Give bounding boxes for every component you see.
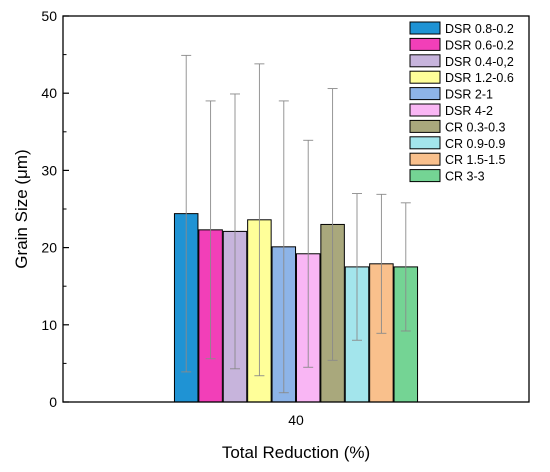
legend-item-1: DSR 0.6-0.2 <box>409 37 514 52</box>
error-bar-7 <box>352 193 362 341</box>
legend-label-9: CR 3-3 <box>445 170 485 184</box>
y-tick-label-5: 50 <box>41 8 57 24</box>
legend-item-9: CR 3-3 <box>409 169 485 184</box>
y-tick-label-2: 20 <box>41 240 57 256</box>
x-tick-label-0: 40 <box>288 412 304 428</box>
legend-swatch-9 <box>409 169 441 183</box>
legend-swatch-7 <box>409 136 441 150</box>
x-axis-title: Total Reduction (%) <box>222 443 370 462</box>
error-bar-2 <box>230 93 240 370</box>
legend-label-1: DSR 0.6-0.2 <box>445 38 514 52</box>
legend-label-4: DSR 2-1 <box>445 88 493 102</box>
legend-swatch-1 <box>409 37 441 51</box>
error-bar-8 <box>376 193 387 334</box>
tick-labels: 0 10 20 30 40 50 40 <box>41 8 304 428</box>
axes <box>62 15 530 403</box>
legend-swatch-8 <box>409 152 441 166</box>
legend-swatch-6 <box>409 119 441 133</box>
y-tick-label-3: 30 <box>41 162 57 178</box>
y-tick-label-1: 10 <box>41 317 57 333</box>
legend-item-7: CR 0.9-0.9 <box>409 136 505 151</box>
legend-item-3: DSR 1.2-0.6 <box>409 70 514 85</box>
y-tick-label-0: 0 <box>49 394 57 410</box>
legend-swatch-0 <box>409 21 441 35</box>
error-bar-0 <box>181 54 192 373</box>
legend-item-4: DSR 2-1 <box>409 87 493 102</box>
legend-swatch-2 <box>409 54 441 68</box>
legend-item-5: DSR 4-2 <box>409 103 493 118</box>
legend-item-6: CR 0.3-0.3 <box>409 119 505 134</box>
legend-swatch-5 <box>409 103 441 117</box>
error-bar-9 <box>400 202 411 332</box>
error-bar-1 <box>205 100 216 360</box>
legend-label-0: DSR 0.8-0.2 <box>445 22 514 36</box>
error-bar-6 <box>327 88 338 361</box>
bars <box>173 213 419 403</box>
legend-item-8: CR 1.5-1.5 <box>409 152 505 167</box>
legend-label-2: DSR 0.4-0,2 <box>445 55 514 69</box>
legend-label-5: DSR 4-2 <box>445 104 493 118</box>
legend: DSR 0.8-0.2 DSR 0.6-0.2 DSR 0.4-0,2 DSR 1.2… <box>409 21 514 184</box>
legend-label-7: CR 0.9-0.9 <box>445 137 505 151</box>
y-axis-title: Grain Size (μm) <box>12 149 31 268</box>
legend-swatch-3 <box>409 70 441 84</box>
error-bar-3 <box>254 63 265 377</box>
error-bar-4 <box>278 100 289 394</box>
legend-label-6: CR 0.3-0.3 <box>445 120 505 134</box>
legend-item-2: DSR 0.4-0,2 <box>409 54 514 69</box>
error-bars <box>181 54 411 394</box>
legend-item-0: DSR 0.8-0.2 <box>409 21 514 36</box>
legend-label-8: CR 1.5-1.5 <box>445 153 505 167</box>
error-bar-5 <box>303 139 314 368</box>
legend-label-3: DSR 1.2-0.6 <box>445 71 514 85</box>
legend-swatch-4 <box>409 87 441 101</box>
y-tick-label-4: 40 <box>41 85 57 101</box>
